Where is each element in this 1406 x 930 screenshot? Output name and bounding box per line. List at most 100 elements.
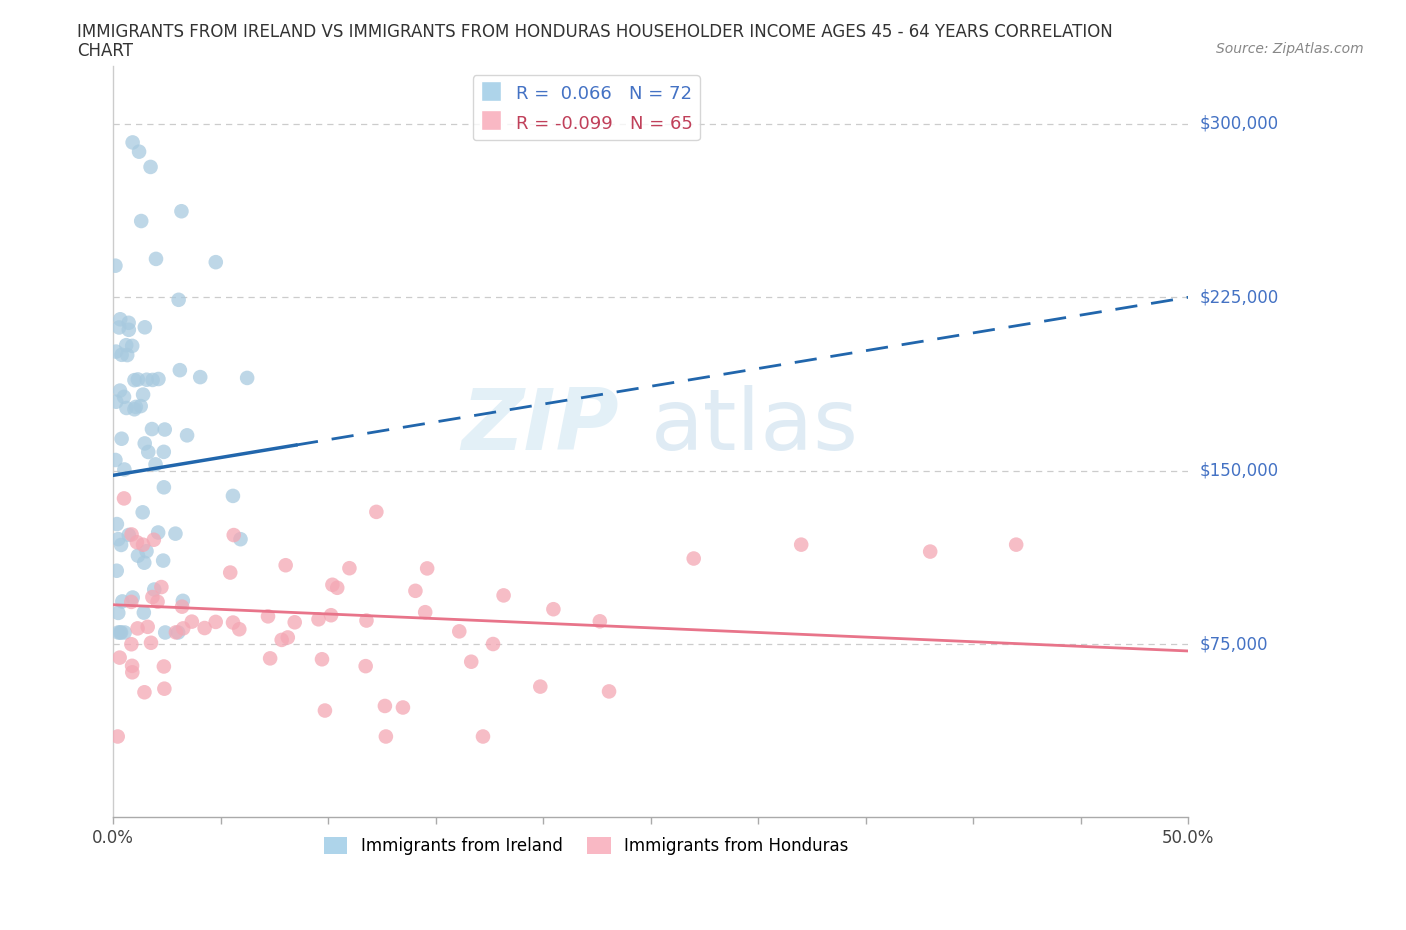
Point (277, 630, 299, 644)
Point (107, 625, 129, 640)
Point (110, 312, 132, 326)
Point (219, 565, 242, 580)
Point (311, 652, 333, 667)
Point (136, 619, 159, 634)
Point (132, 538, 155, 552)
Point (155, 625, 177, 640)
Point (131, 505, 153, 520)
Point (188, 369, 211, 384)
Point (170, 204, 193, 219)
Point (111, 348, 134, 363)
Point (115, 338, 138, 352)
Point (404, 583, 426, 598)
Point (259, 651, 281, 666)
Point (284, 615, 307, 630)
Point (141, 590, 163, 604)
Point (326, 580, 349, 595)
Text: $150,000: $150,000 (1199, 461, 1278, 480)
Point (142, 373, 165, 388)
Point (139, 160, 162, 175)
Point (110, 538, 132, 552)
Point (460, 655, 482, 670)
Point (543, 602, 565, 617)
Point (107, 532, 129, 547)
Text: $300,000: $300,000 (1199, 115, 1278, 133)
Point (107, 729, 129, 744)
Point (146, 594, 169, 609)
Point (416, 561, 439, 576)
Point (228, 622, 250, 637)
Point (165, 526, 187, 541)
Point (146, 525, 169, 540)
Point (134, 684, 156, 699)
Point (152, 445, 174, 459)
Point (153, 480, 176, 495)
Text: IMMIGRANTS FROM IRELAND VS IMMIGRANTS FROM HONDURAS HOUSEHOLDER INCOME AGES 45 -: IMMIGRANTS FROM IRELAND VS IMMIGRANTS FR… (77, 23, 1114, 41)
Text: ZIP: ZIP (461, 385, 619, 468)
Point (236, 370, 259, 385)
Point (145, 457, 167, 472)
Point (134, 436, 156, 451)
Point (132, 605, 155, 620)
Point (124, 402, 146, 417)
Point (115, 348, 138, 363)
Point (150, 579, 173, 594)
Point (135, 544, 157, 559)
Point (121, 527, 143, 542)
Point (124, 373, 146, 388)
Point (125, 400, 148, 415)
Point (308, 612, 330, 627)
Point (142, 532, 165, 547)
Point (529, 679, 551, 694)
Point (121, 590, 143, 604)
Point (134, 555, 156, 570)
Point (229, 532, 252, 547)
Text: CHART: CHART (77, 42, 134, 60)
Point (132, 387, 155, 402)
Point (105, 564, 128, 578)
Point (314, 703, 336, 718)
Text: atlas: atlas (651, 385, 859, 468)
Point (449, 624, 471, 639)
Point (110, 625, 132, 640)
Point (374, 698, 396, 713)
Point (129, 399, 152, 414)
Point (180, 614, 202, 629)
Text: $225,000: $225,000 (1199, 288, 1278, 306)
Point (392, 700, 415, 715)
Point (145, 251, 167, 266)
Point (110, 432, 132, 446)
Point (790, 538, 813, 552)
Point (170, 599, 193, 614)
Point (492, 588, 515, 603)
Point (105, 344, 128, 359)
Point (589, 614, 612, 629)
Point (139, 635, 162, 650)
Point (121, 339, 143, 353)
Point (118, 527, 141, 542)
Point (105, 517, 128, 532)
Point (135, 372, 157, 387)
Point (121, 135, 143, 150)
Point (110, 625, 132, 640)
Point (1005, 538, 1028, 552)
Point (112, 491, 135, 506)
Point (167, 292, 190, 307)
Point (366, 504, 388, 519)
Point (165, 625, 187, 640)
Point (136, 445, 159, 459)
Point (115, 401, 138, 416)
Point (117, 315, 139, 330)
Point (356, 613, 378, 628)
Point (167, 625, 190, 640)
Point (148, 372, 170, 387)
Point (114, 625, 136, 640)
Point (120, 637, 142, 652)
Point (127, 372, 149, 387)
Point (143, 582, 166, 597)
Point (354, 658, 377, 673)
Point (274, 558, 297, 573)
Point (118, 323, 141, 338)
Point (204, 255, 226, 270)
Point (194, 620, 217, 635)
